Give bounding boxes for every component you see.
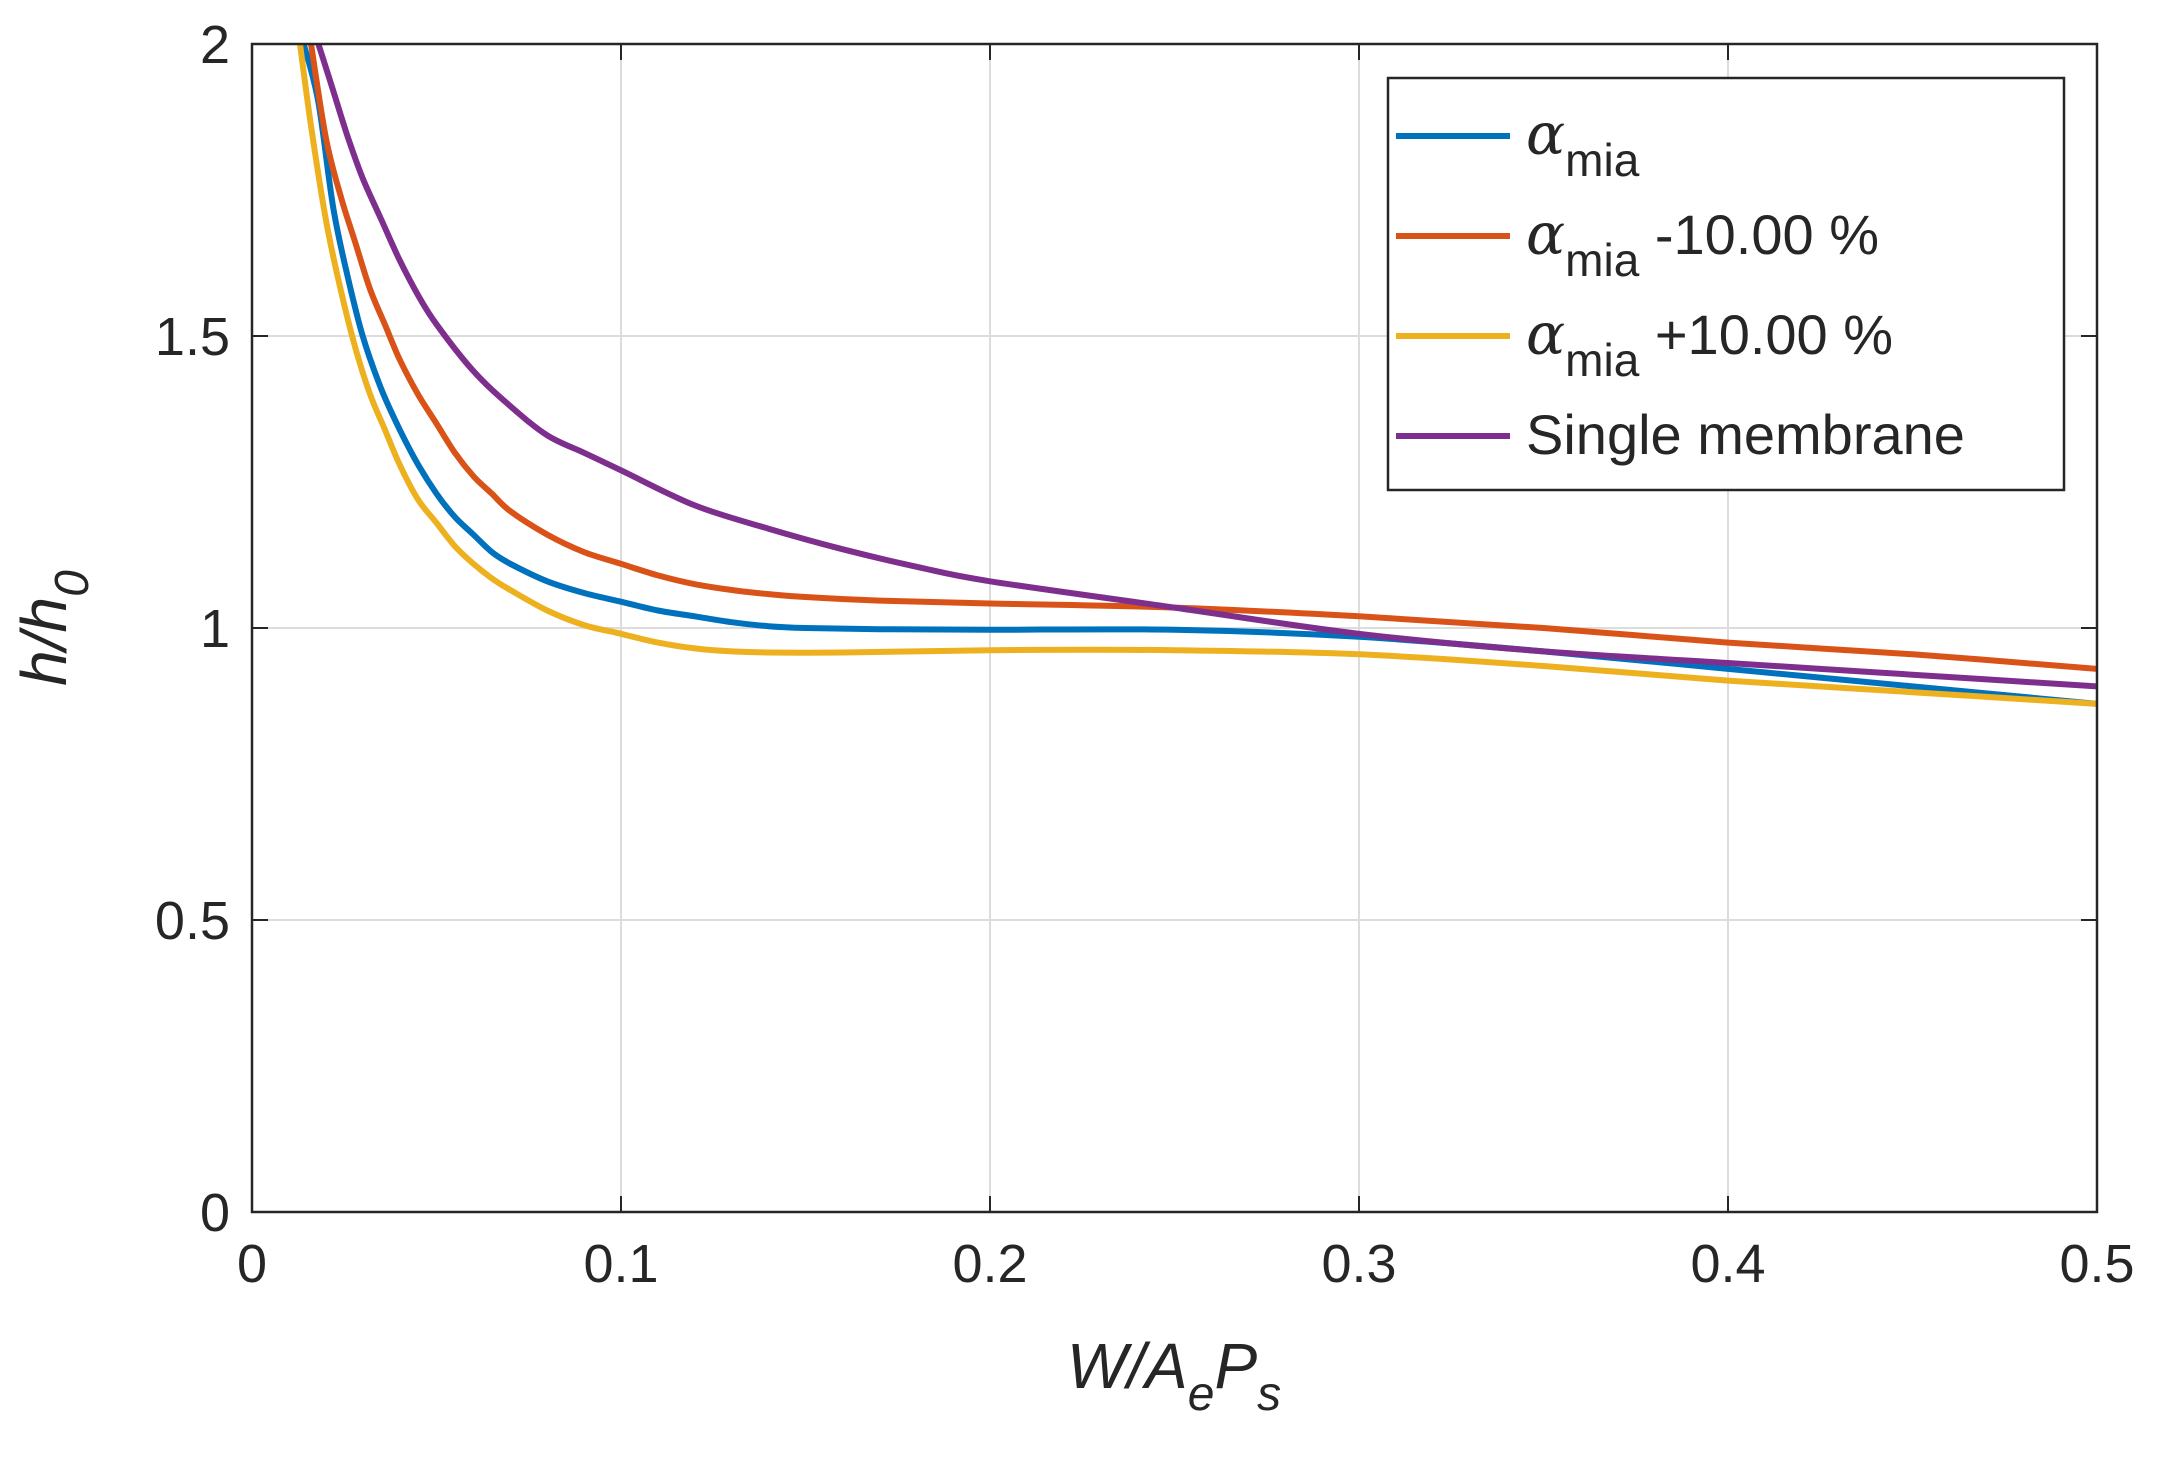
legend-label: Single membrane (1526, 403, 1965, 466)
series-alpha-mia-minus-10 (308, 44, 2097, 672)
legend-symbol: α (1526, 200, 1565, 268)
y-tick-label: 1 (200, 599, 230, 659)
y-tick-label: 2 (200, 15, 230, 75)
legend-box (1386, 76, 2066, 492)
legend-label: αmia (1526, 100, 1640, 186)
x-tick-label: 0.1 (583, 1234, 658, 1294)
x-tick-label: 0.5 (2059, 1234, 2134, 1294)
x-tick-label: 0.3 (1321, 1234, 1396, 1294)
y-tick-label: 1.5 (155, 307, 230, 367)
x-tick-label: 0 (237, 1234, 267, 1294)
axis-ticks: 0 0.1 0.2 0.3 0.4 0.5 0 0.5 1 1.5 2 (155, 15, 2135, 1294)
y-tick-label: 0 (200, 1183, 230, 1243)
legend-suffix: -10.00 % (1639, 203, 1879, 266)
legend-subscript: mia (1565, 234, 1640, 286)
x-tick-label: 0.2 (952, 1234, 1027, 1294)
legend-symbol: α (1526, 100, 1565, 168)
y-axis-label: h/h0 (8, 570, 99, 686)
legend-suffix: Single membrane (1526, 403, 1965, 466)
legend-suffix: +10.00 % (1639, 303, 1893, 366)
legend-subscript: mia (1565, 134, 1640, 186)
legend-label: αmia +10.00 % (1526, 300, 1893, 386)
x-axis-label: W/AePs (1067, 1330, 1281, 1421)
legend-label: αmia -10.00 % (1526, 200, 1879, 286)
series-layer (297, 44, 2097, 707)
x-tick-label: 0.4 (1690, 1234, 1765, 1294)
series-alpha-mia-plus-10 (297, 44, 2097, 707)
legend-symbol: α (1526, 300, 1565, 368)
series-single-membrane (315, 44, 2097, 690)
legend-subscript: mia (1565, 334, 1640, 386)
y-tick-label: 0.5 (155, 891, 230, 951)
